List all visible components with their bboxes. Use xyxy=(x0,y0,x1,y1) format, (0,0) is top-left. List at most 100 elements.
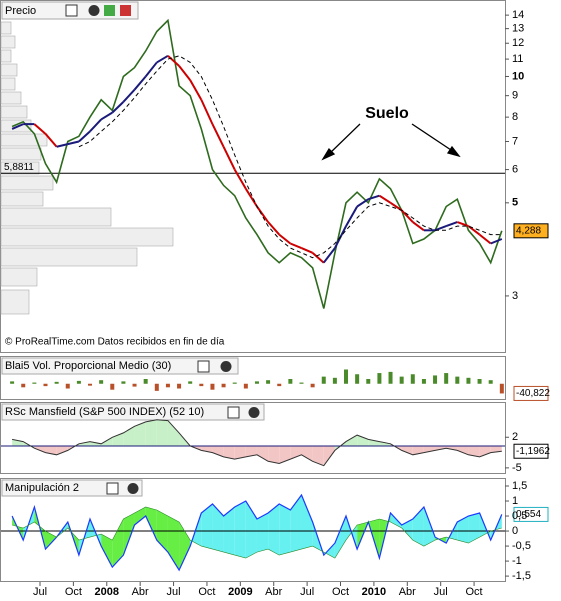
moving-average xyxy=(367,194,380,201)
last-value-label: 0,554 xyxy=(516,509,541,520)
y-tick-label: 0,5 xyxy=(512,510,527,522)
y-tick-label: 7 xyxy=(512,135,518,147)
moving-average xyxy=(111,101,125,114)
bar xyxy=(177,383,182,389)
moving-average xyxy=(44,133,58,148)
moving-average xyxy=(434,225,447,232)
moving-average xyxy=(156,54,169,64)
bar xyxy=(10,381,15,384)
moving-average xyxy=(244,188,258,208)
x-tick-label: Oct xyxy=(65,586,82,598)
bar xyxy=(210,383,215,390)
moving-average xyxy=(222,146,236,171)
y-tick-label: -1,5 xyxy=(512,570,531,582)
manip-line xyxy=(11,493,503,572)
band-segment xyxy=(179,522,191,571)
annotation: Suelo xyxy=(365,105,409,122)
bar xyxy=(399,376,404,384)
x-tick-label: Jul xyxy=(167,586,181,598)
moving-average xyxy=(200,99,214,125)
area-segment xyxy=(12,439,24,446)
area-segment xyxy=(45,446,57,455)
x-tick-label: Oct xyxy=(466,586,483,598)
bar xyxy=(277,383,282,387)
moving-average xyxy=(467,225,481,236)
moving-average xyxy=(322,247,336,264)
bar xyxy=(121,381,126,384)
y-tick-label: 11 xyxy=(512,53,523,65)
x-tick-label: 2008 xyxy=(95,586,119,598)
band-segment xyxy=(212,504,224,553)
bar xyxy=(444,373,449,384)
area-segment xyxy=(156,419,168,446)
band-segment xyxy=(268,504,280,556)
last-value-label: 4,288 xyxy=(516,225,541,236)
y-tick-label: 8 xyxy=(512,111,518,123)
area-segment xyxy=(90,441,102,446)
moving-average xyxy=(144,61,158,78)
area-segment xyxy=(34,446,46,453)
moving-average xyxy=(133,75,147,91)
bar xyxy=(32,382,37,384)
bar xyxy=(355,374,360,384)
area-segment xyxy=(357,435,369,446)
band-segment xyxy=(256,513,269,553)
moving-average xyxy=(33,123,47,135)
last-value-box xyxy=(513,443,549,459)
band-segment xyxy=(123,513,135,556)
bar xyxy=(65,383,70,389)
bar xyxy=(154,383,159,391)
reference-label: 5,8811 xyxy=(4,162,34,173)
band-segment xyxy=(423,507,436,547)
area-segment xyxy=(457,446,469,455)
long-moving-average xyxy=(78,55,502,259)
bar xyxy=(421,379,426,384)
toolbar xyxy=(1,1,265,497)
y-tick-label: 3 xyxy=(512,290,518,302)
moving-average xyxy=(301,247,314,254)
y-tick-label: 9 xyxy=(512,90,518,102)
bar xyxy=(99,380,104,384)
bar xyxy=(76,380,81,384)
moving-average xyxy=(389,201,403,212)
y-tick-label: -1 xyxy=(512,555,522,567)
moving-average xyxy=(456,221,469,228)
x-tick-label: 2009 xyxy=(228,586,252,598)
area-segment xyxy=(223,446,235,460)
last-value-box xyxy=(513,506,549,522)
band-segment xyxy=(234,501,246,559)
moving-average xyxy=(67,140,80,146)
bar xyxy=(288,379,293,384)
panel-title: Blai5 Vol. Proporcional Medio (30) xyxy=(5,360,171,372)
bar xyxy=(388,371,393,384)
band-segment xyxy=(279,504,291,556)
y-tick-label: 14 xyxy=(512,9,524,21)
moving-average xyxy=(256,205,269,223)
band-segment xyxy=(145,507,157,541)
bar xyxy=(43,383,48,387)
moving-average xyxy=(100,111,113,121)
bar xyxy=(54,381,59,384)
moving-average xyxy=(56,143,68,148)
moving-average xyxy=(400,209,414,223)
moving-average xyxy=(412,221,425,232)
y-tick-label: 0 xyxy=(512,525,518,537)
band-segment xyxy=(67,522,79,556)
rsc-line xyxy=(12,419,502,467)
bar xyxy=(188,381,193,384)
bar xyxy=(455,376,460,384)
moving-average xyxy=(89,118,102,133)
area-segment xyxy=(446,446,458,451)
bar xyxy=(199,383,204,387)
moving-average xyxy=(345,206,359,227)
moving-average xyxy=(189,79,203,101)
bar xyxy=(433,375,438,384)
area-segment xyxy=(279,446,291,464)
bar xyxy=(266,380,271,384)
x-tick-label: Jul xyxy=(33,586,47,598)
bar xyxy=(488,380,493,384)
moving-average xyxy=(478,233,492,245)
bar xyxy=(466,377,471,384)
area-segment xyxy=(56,446,68,455)
icons[interactable] xyxy=(65,4,260,495)
